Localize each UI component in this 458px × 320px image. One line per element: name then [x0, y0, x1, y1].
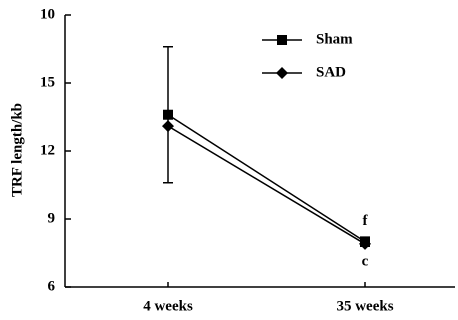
data-point — [163, 109, 173, 120]
y-tick-label: 15 — [40, 74, 55, 90]
annotation: c — [362, 253, 369, 269]
y-tick-label: 6 — [48, 278, 56, 294]
y-tick-label: 12 — [40, 142, 55, 158]
series-line — [167, 114, 366, 243]
legend-label: Sham — [316, 31, 353, 47]
legend-marker — [276, 67, 288, 79]
y-axis-label: TRF length/kb — [9, 103, 25, 197]
y-tick-label: 9 — [48, 210, 56, 226]
data-point — [359, 237, 371, 250]
legend-label: SAD — [316, 64, 346, 80]
x-tick-label: 35 weeks — [336, 298, 393, 314]
x-tick-label: 4 weeks — [143, 298, 193, 314]
annotation: f — [363, 213, 369, 229]
y-tick-label: 10 — [40, 6, 55, 22]
legend-marker — [277, 35, 287, 45]
data-point — [162, 120, 174, 133]
series-line — [167, 125, 366, 245]
